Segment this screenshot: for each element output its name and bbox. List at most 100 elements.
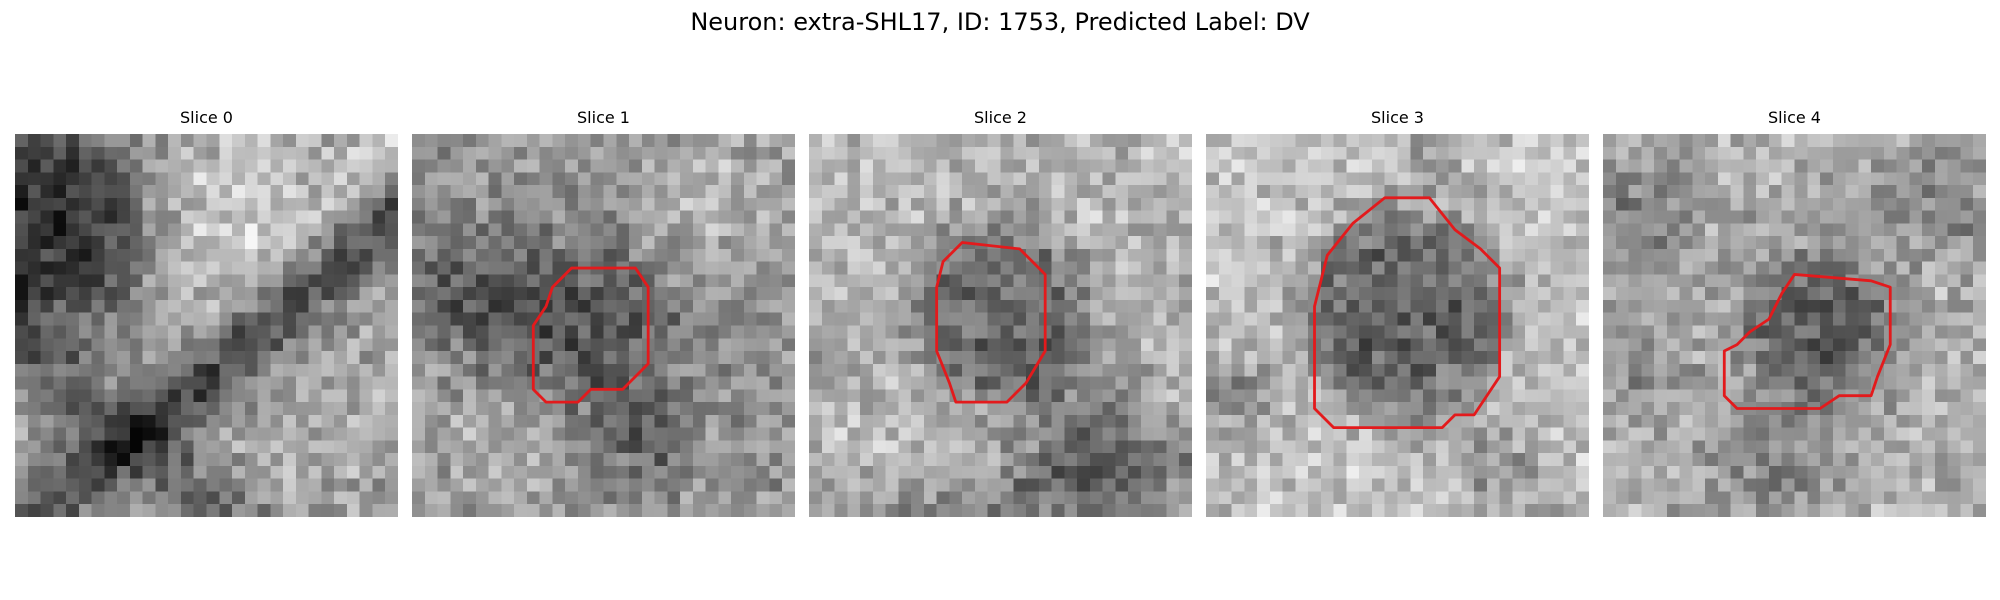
pixel [731,172,745,186]
pixel [590,146,604,160]
pixel [782,274,795,288]
pixel [680,325,694,339]
pixel [78,414,92,428]
pixel [1257,453,1271,467]
pixel [1244,299,1258,313]
pixel [1628,210,1642,224]
pixel [705,146,719,160]
pixel [1807,146,1821,160]
pixel [1922,363,1936,377]
pixel [346,402,360,416]
pixel [782,325,795,339]
pixel [1525,338,1539,352]
pixel [1909,146,1923,160]
pixel [129,312,143,326]
pixel [450,159,464,173]
pixel [641,376,655,390]
pixel [565,465,579,479]
pixel [1308,146,1322,160]
pixel [1371,248,1385,262]
pixel [1282,504,1296,517]
pixel [501,159,515,173]
pixel [705,236,719,250]
pixel [1282,338,1296,352]
pixel [1576,325,1589,339]
pixel [1077,351,1091,365]
pixel [1576,402,1589,416]
pixel [1486,427,1500,441]
pixel [1756,414,1770,428]
pixel [1628,414,1642,428]
pixel [1282,197,1296,211]
pixel [743,274,757,288]
pixel [1089,363,1103,377]
pixel [334,274,348,288]
pixel [705,338,719,352]
pixel [206,440,220,454]
pixel [705,172,719,186]
pixel [1410,363,1424,377]
pixel [1794,197,1808,211]
pixel [1654,440,1668,454]
pixel [206,414,220,428]
pixel [219,134,233,148]
pixel [1077,146,1091,160]
pixel [1397,299,1411,313]
pixel [565,478,579,492]
pixel [1435,185,1449,199]
pixel [1231,351,1245,365]
pixel [1705,223,1719,237]
pixel [1089,210,1103,224]
pixel [821,351,835,365]
pixel [1486,172,1500,186]
pixel [232,197,246,211]
pixel [168,287,182,301]
pixel [142,248,156,262]
pixel [1832,338,1846,352]
pixel [782,414,795,428]
pixel [756,338,770,352]
pixel [1064,172,1078,186]
pixel [1743,146,1757,160]
pixel [334,312,348,326]
pixel [40,197,54,211]
pixel [1282,312,1296,326]
pixel [180,389,194,403]
pixel [1397,236,1411,250]
pixel [1768,274,1782,288]
pixel [949,134,963,148]
pixel [654,299,668,313]
pixel [539,478,553,492]
pixel [1628,236,1642,250]
pixel [193,210,207,224]
pixel [1384,453,1398,467]
pixel [1730,427,1744,441]
pixel [450,146,464,160]
pixel [1282,325,1296,339]
pixel [1218,504,1232,517]
pixel [1244,376,1258,390]
pixel [219,389,233,403]
pixel [1486,504,1500,517]
pixel [872,363,886,377]
pixel [1705,287,1719,301]
pixel [1960,236,1974,250]
pixel [1896,491,1910,505]
pixel [1282,287,1296,301]
pixel [27,376,41,390]
pixel [193,478,207,492]
pixel [1537,236,1551,250]
pixel [847,134,861,148]
pixel [1858,491,1872,505]
pixel [1730,389,1744,403]
pixel [1832,261,1846,275]
pixel [1615,261,1629,275]
pixel [1717,223,1731,237]
pixel [1756,159,1770,173]
pixel [616,134,630,148]
pixel [629,146,643,160]
pixel [104,325,118,339]
pixel [1282,351,1296,365]
pixel [692,478,706,492]
pixel [782,338,795,352]
